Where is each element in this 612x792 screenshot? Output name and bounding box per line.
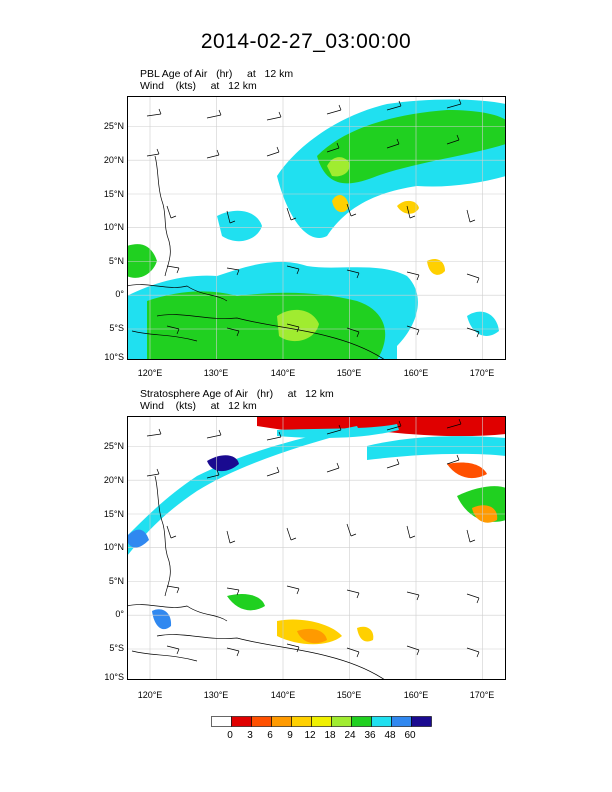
pbl-lon-label: 160°E xyxy=(403,368,429,378)
strat-lat-label: 15°N xyxy=(103,509,124,519)
strat-lon-label: 160°E xyxy=(403,690,429,700)
strat-map-canvas xyxy=(127,416,506,680)
strat-lon-label: 140°E xyxy=(270,690,296,700)
colorbar-swatch xyxy=(291,716,312,727)
colorbar-label: 24 xyxy=(344,730,356,741)
strat-lat-label: 0° xyxy=(115,609,124,619)
colorbar-swatch xyxy=(211,716,232,727)
pbl-title-line1: PBL Age of Air (hr) at 12 km xyxy=(140,68,294,80)
colorbar-label: 60 xyxy=(404,730,416,741)
strat-panel-title: Stratosphere Age of Air (hr) at 12 km Wi… xyxy=(140,388,334,412)
strat-title-line2: Wind (kts) at 12 km xyxy=(140,400,257,412)
colorbar-swatch xyxy=(331,716,352,727)
strat-lat-label: 10°S xyxy=(104,672,124,682)
colorbar-swatch xyxy=(251,716,272,727)
pbl-lat-label: 0° xyxy=(115,289,124,299)
pbl-lat-label: 5°N xyxy=(108,256,124,266)
pbl-lon-label: 130°E xyxy=(203,368,229,378)
colorbar-swatch xyxy=(371,716,392,727)
colorbar-label: 9 xyxy=(287,730,293,741)
strat-lon-label: 150°E xyxy=(336,690,362,700)
stratosphere-age-of-air-map xyxy=(127,416,506,680)
colorbar-label: 48 xyxy=(384,730,396,741)
colorbar xyxy=(211,716,432,727)
strat-lat-label: 10°N xyxy=(103,542,124,552)
pbl-lat-label: 20°N xyxy=(103,155,124,165)
colorbar-swatch xyxy=(231,716,252,727)
pbl-age-of-air-map xyxy=(127,96,506,360)
colorbar-label: 6 xyxy=(267,730,273,741)
strat-title-line1: Stratosphere Age of Air (hr) at 12 km xyxy=(140,388,334,400)
pbl-lat-label: 5°S xyxy=(109,323,124,333)
pbl-lat-label: 15°N xyxy=(103,189,124,199)
pbl-panel-title: PBL Age of Air (hr) at 12 km Wind (kts) … xyxy=(140,68,293,92)
strat-lat-label: 25°N xyxy=(103,441,124,451)
strat-lon-label: 120°E xyxy=(137,690,163,700)
pbl-lon-label: 120°E xyxy=(137,368,163,378)
pbl-lon-label: 140°E xyxy=(270,368,296,378)
pbl-lat-label: 10°S xyxy=(104,352,124,362)
colorbar-swatch xyxy=(351,716,372,727)
pbl-map-canvas xyxy=(127,96,506,360)
strat-lon-label: 130°E xyxy=(203,690,229,700)
figure-title: 2014-02-27_03:00:00 xyxy=(200,30,412,53)
colorbar-swatch xyxy=(391,716,412,727)
colorbar-label: 18 xyxy=(324,730,336,741)
pbl-lat-label: 25°N xyxy=(103,121,124,131)
colorbar-label: 12 xyxy=(304,730,316,741)
colorbar-swatch xyxy=(311,716,332,727)
strat-lat-label: 5°N xyxy=(108,576,124,586)
pbl-title-line2: Wind (kts) at 12 km xyxy=(140,80,257,92)
colorbar-swatch xyxy=(411,716,432,727)
strat-lat-label: 20°N xyxy=(103,475,124,485)
colorbar-label: 36 xyxy=(364,730,376,741)
pbl-lat-label: 10°N xyxy=(103,222,124,232)
strat-lat-label: 5°S xyxy=(109,643,124,653)
pbl-lon-label: 150°E xyxy=(336,368,362,378)
colorbar-label: 3 xyxy=(247,730,253,741)
colorbar-swatch xyxy=(271,716,292,727)
strat-lon-label: 170°E xyxy=(469,690,495,700)
colorbar-label: 0 xyxy=(227,730,233,741)
pbl-lon-label: 170°E xyxy=(469,368,495,378)
